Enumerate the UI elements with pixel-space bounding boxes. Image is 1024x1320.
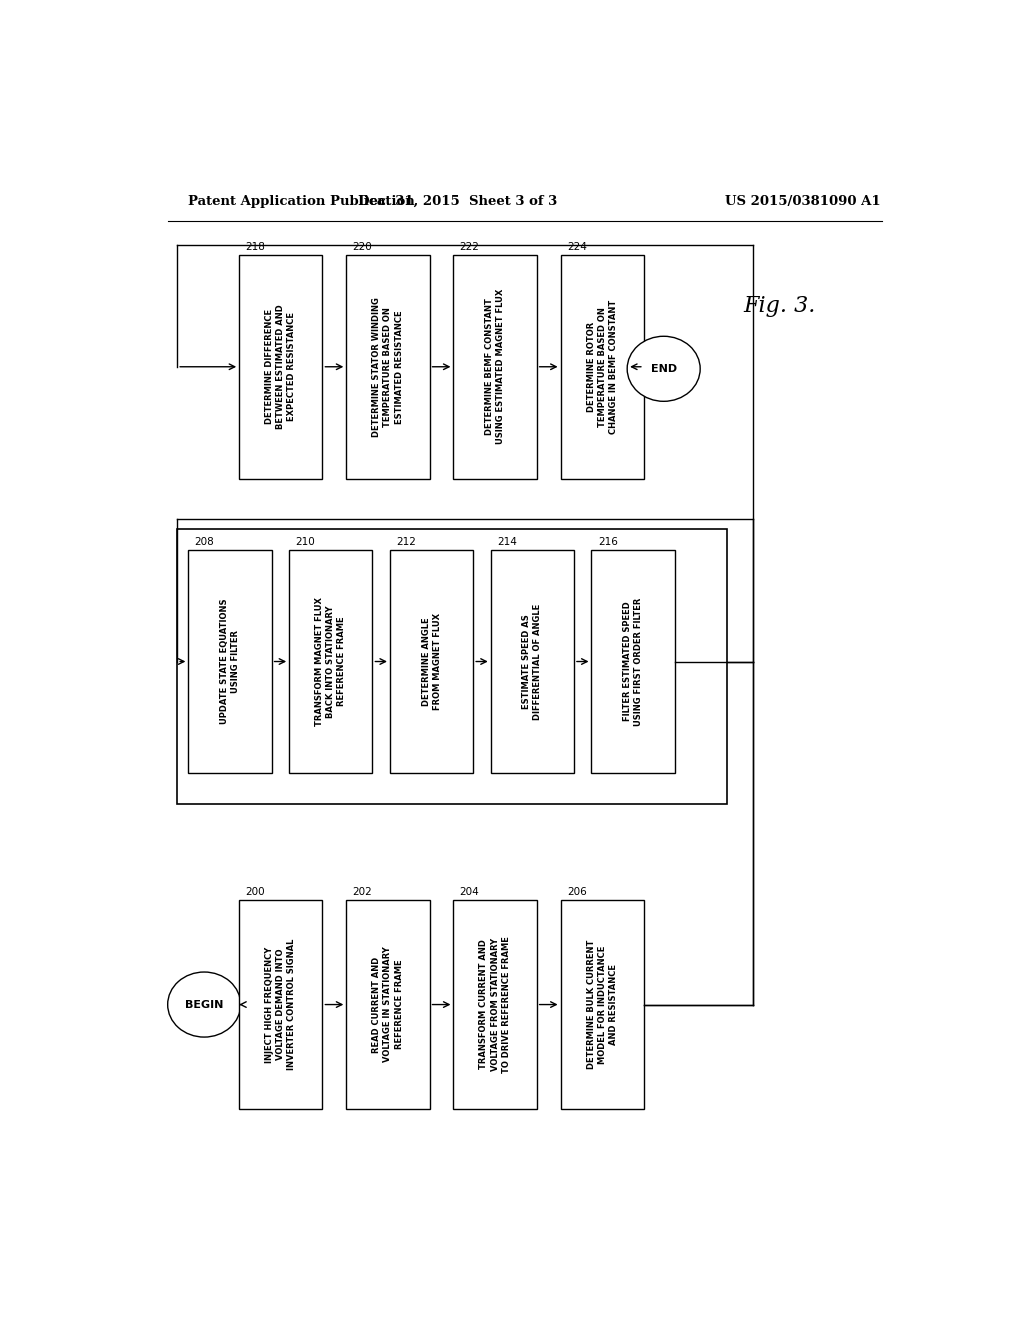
Bar <box>177 529 727 804</box>
Text: TRANSFORM CURRENT AND
VOLTAGE FROM STATIONARY
TO DRIVE REFERENCE FRAME: TRANSFORM CURRENT AND VOLTAGE FROM STATI… <box>479 936 511 1073</box>
Bar <box>490 549 574 774</box>
Text: 216: 216 <box>598 537 617 546</box>
Text: DETERMINE ANGLE
FROM MAGNET FLUX: DETERMINE ANGLE FROM MAGNET FLUX <box>422 612 441 710</box>
Ellipse shape <box>168 972 241 1038</box>
Text: BEGIN: BEGIN <box>185 999 223 1010</box>
Text: DETERMINE STATOR WINDING
TEMPERATURE BASED ON
ESTIMATED RESISTANCE: DETERMINE STATOR WINDING TEMPERATURE BAS… <box>373 297 403 437</box>
Text: Patent Application Publication: Patent Application Publication <box>187 194 415 207</box>
Text: 206: 206 <box>567 887 587 898</box>
Text: Fig. 3.: Fig. 3. <box>743 294 815 317</box>
Text: FILTER ESTIMATED SPEED
USING FIRST ORDER FILTER: FILTER ESTIMATED SPEED USING FIRST ORDER… <box>623 598 643 726</box>
Bar <box>454 255 537 479</box>
Text: INJECT HIGH FREQUENCY
VOLTAGE DEMAND INTO
INVERTER CONTROL SIGNAL: INJECT HIGH FREQUENCY VOLTAGE DEMAND INT… <box>265 939 296 1071</box>
Text: DETERMINE ROTOR
TEMPERATURE BASED ON
CHANGE IN BEMF CONSTANT: DETERMINE ROTOR TEMPERATURE BASED ON CHA… <box>587 300 617 434</box>
Text: 208: 208 <box>195 537 214 546</box>
Text: UPDATE STATE EQUATIONS
USING FILTER: UPDATE STATE EQUATIONS USING FILTER <box>220 599 240 725</box>
Bar <box>346 255 430 479</box>
Text: 200: 200 <box>246 887 265 898</box>
Text: TRANSFORM MAGNET FLUX
BACK INTO STATIONARY
REFERENCE FRAME: TRANSFORM MAGNET FLUX BACK INTO STATIONA… <box>315 597 346 726</box>
Text: 214: 214 <box>497 537 517 546</box>
Bar <box>560 255 644 479</box>
Bar <box>390 549 473 774</box>
Text: READ CURRENT AND
VOLTAGE IN STATIONARY
REFERENCE FRAME: READ CURRENT AND VOLTAGE IN STATIONARY R… <box>373 946 403 1063</box>
Text: 212: 212 <box>396 537 416 546</box>
Bar <box>592 549 675 774</box>
Text: DETERMINE BULK CURRENT
MODEL FOR INDUCTANCE
AND RESISTANCE: DETERMINE BULK CURRENT MODEL FOR INDUCTA… <box>587 940 617 1069</box>
Text: 202: 202 <box>352 887 373 898</box>
Text: 218: 218 <box>246 242 265 252</box>
Text: DETERMINE DIFFERENCE
BETWEEN ESTIMATED AND
EXPECTED RESISTANCE: DETERMINE DIFFERENCE BETWEEN ESTIMATED A… <box>265 305 296 429</box>
Text: 204: 204 <box>460 887 479 898</box>
Text: ESTIMATE SPEED AS
DIFFERENTIAL OF ANGLE: ESTIMATE SPEED AS DIFFERENTIAL OF ANGLE <box>522 603 543 719</box>
Bar <box>346 900 430 1109</box>
Bar <box>289 549 373 774</box>
Text: 210: 210 <box>296 537 315 546</box>
Bar <box>240 900 323 1109</box>
Text: US 2015/0381090 A1: US 2015/0381090 A1 <box>725 194 881 207</box>
Bar <box>240 255 323 479</box>
Text: 220: 220 <box>352 242 373 252</box>
Text: DETERMINE BEMF CONSTANT
USING ESTIMATED MAGNET FLUX: DETERMINE BEMF CONSTANT USING ESTIMATED … <box>485 289 505 445</box>
Text: 224: 224 <box>567 242 587 252</box>
Bar <box>188 549 271 774</box>
Text: Dec. 31, 2015  Sheet 3 of 3: Dec. 31, 2015 Sheet 3 of 3 <box>357 194 557 207</box>
Bar <box>454 900 537 1109</box>
Text: END: END <box>650 364 677 374</box>
Text: 222: 222 <box>460 242 479 252</box>
Bar <box>560 900 644 1109</box>
Ellipse shape <box>627 337 700 401</box>
